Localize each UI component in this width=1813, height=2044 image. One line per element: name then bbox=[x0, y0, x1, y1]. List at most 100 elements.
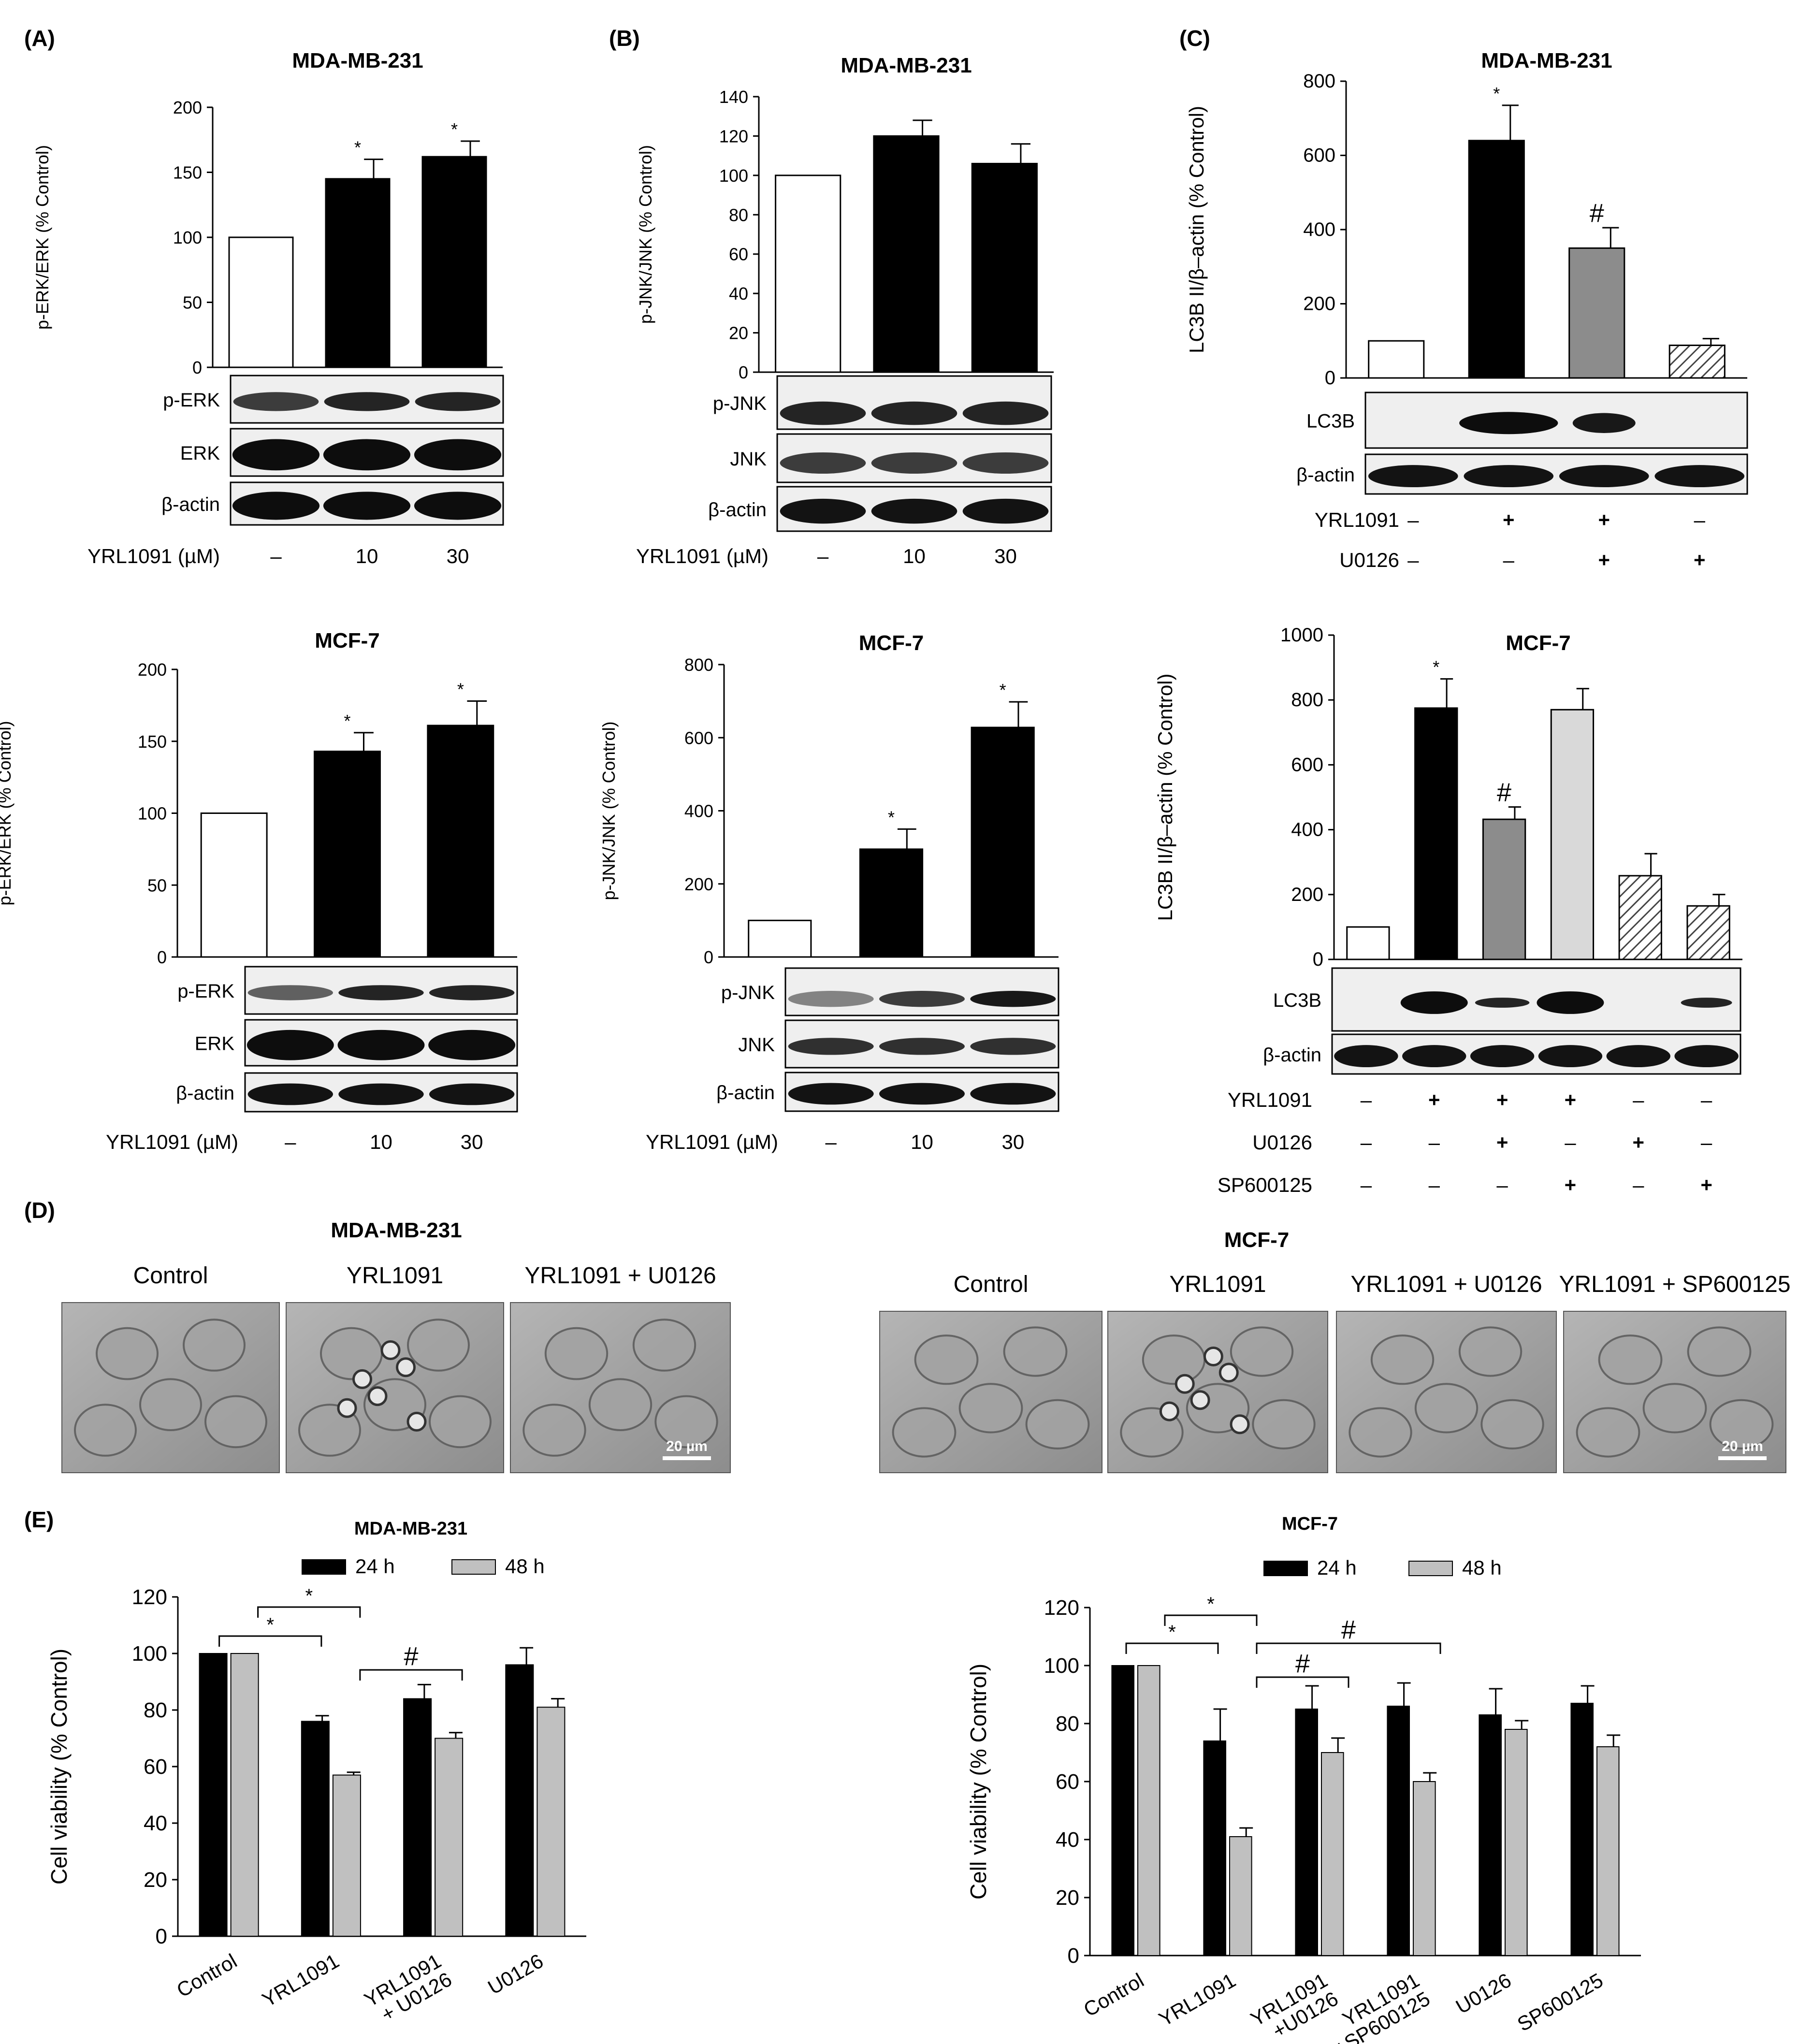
bar bbox=[199, 1653, 228, 1937]
treatment-sign: – bbox=[1565, 1131, 1576, 1154]
y-tick-label: 60 bbox=[144, 1755, 167, 1779]
x-tick-label-line: Control bbox=[173, 1949, 241, 2001]
y-tick-label: 200 bbox=[173, 98, 202, 117]
y-axis-label: p-JNK/JNK (% Control) bbox=[599, 721, 619, 900]
significance-mark: * bbox=[305, 1585, 313, 1607]
bar bbox=[1414, 707, 1458, 960]
comparison-bracket bbox=[218, 1635, 322, 1647]
cell-outline bbox=[1370, 1334, 1435, 1385]
bar bbox=[1686, 905, 1730, 960]
blot-label: p-JNK bbox=[721, 982, 775, 1003]
y-tick-label: 100 bbox=[138, 804, 167, 824]
y-tick-label: 50 bbox=[147, 875, 167, 895]
blot-band bbox=[780, 452, 866, 474]
blot-label: β-actin bbox=[1296, 464, 1355, 486]
blot-band bbox=[1402, 1045, 1466, 1068]
significance-mark: * bbox=[344, 711, 350, 731]
blot-band bbox=[788, 991, 874, 1007]
y-axis-label: LC3B II/β–actin (% Control) bbox=[1154, 673, 1176, 921]
bar bbox=[1137, 1665, 1160, 1956]
blot-band bbox=[788, 1083, 874, 1105]
blot-label: LC3B bbox=[1306, 411, 1355, 432]
vacuole bbox=[1230, 1414, 1250, 1435]
y-tick-label: 1000 bbox=[1280, 624, 1323, 646]
cell-outline bbox=[522, 1404, 586, 1457]
micrographs-mcf: MCF-7 Control YRL1091 YRL1091 + U0126 YRL109… bbox=[879, 1228, 1791, 1473]
blot-label: ERK bbox=[195, 1033, 235, 1055]
blot-band bbox=[780, 401, 866, 425]
panel-label-c: (C) bbox=[1179, 26, 1210, 51]
x-tick-label: – bbox=[817, 545, 829, 567]
legend-swatch bbox=[451, 1559, 496, 1575]
blot-band bbox=[1681, 998, 1732, 1008]
blot-band bbox=[962, 452, 1049, 474]
blot-band bbox=[1475, 998, 1530, 1008]
blot-band bbox=[428, 1029, 516, 1060]
blot-band bbox=[871, 401, 957, 425]
bar bbox=[971, 726, 1035, 958]
blot-strip bbox=[1331, 967, 1741, 1032]
treatment-sign: – bbox=[1701, 1088, 1712, 1111]
bar bbox=[1229, 1836, 1252, 1956]
y-tick-label: 0 bbox=[1068, 1944, 1079, 1968]
blot-band bbox=[1368, 465, 1458, 488]
cell-outline bbox=[96, 1327, 159, 1380]
y-tick-label: 400 bbox=[684, 801, 713, 821]
treatment-sign: – bbox=[1496, 1174, 1508, 1196]
blot-label: β-actin bbox=[161, 494, 220, 515]
hash-mark: # bbox=[1295, 1649, 1310, 1678]
cell-outline bbox=[1252, 1399, 1316, 1450]
legend-swatch bbox=[1263, 1561, 1308, 1576]
x-tick-label-line: SP600125 bbox=[1513, 1969, 1607, 2036]
blot-label: β-actin bbox=[176, 1083, 234, 1104]
micrograph-label: YRL1091 bbox=[347, 1263, 443, 1289]
chart-c-mda: MDA-MB-231 0 200 400 600 800 LC3B II/β–actin (… bbox=[1185, 49, 1748, 571]
x-tick-label-line: YRL1091 bbox=[1155, 1969, 1239, 2030]
blot-band bbox=[1400, 991, 1468, 1014]
cell-outline bbox=[1142, 1334, 1206, 1385]
chart-a-mcf: MCF-7 0 50 100 150 200 p-ERK/ERK (% Control) * *… bbox=[0, 629, 518, 1153]
panel-label-d: (D) bbox=[24, 1198, 55, 1223]
significance-mark: * bbox=[451, 119, 458, 139]
bar bbox=[314, 751, 381, 958]
legend-label: 48 h bbox=[1462, 1556, 1502, 1579]
treatment-label: U0126 bbox=[1339, 549, 1399, 571]
cell-outline bbox=[1230, 1326, 1294, 1377]
blot-band bbox=[1464, 465, 1554, 488]
x-tick-label: U0126 bbox=[484, 1949, 547, 1999]
bar bbox=[971, 162, 1038, 373]
y-axis-label: Cell viability (% Control) bbox=[46, 1649, 72, 1885]
y-tick-label: 0 bbox=[192, 358, 202, 377]
y-tick-label: 600 bbox=[1303, 145, 1335, 166]
x-tick-label: Control bbox=[173, 1949, 241, 2001]
vacuole bbox=[352, 1369, 372, 1389]
x-tick-label: 30 bbox=[1001, 1131, 1024, 1153]
chart-title: MDA-MB-231 bbox=[292, 49, 423, 72]
micrograph-label: YRL1091 bbox=[1169, 1272, 1266, 1297]
y-tick-label: 800 bbox=[684, 655, 713, 675]
x-tick-label: YRL1091 bbox=[258, 1949, 343, 2011]
y-tick-label: 600 bbox=[684, 728, 713, 748]
significance-mark: * bbox=[1000, 680, 1006, 700]
blot-strip bbox=[1331, 1033, 1741, 1075]
comparison-bracket bbox=[359, 1669, 463, 1681]
blot-band bbox=[338, 1083, 424, 1105]
y-tick-label: 120 bbox=[719, 126, 748, 146]
treatment-sign: + bbox=[1565, 1174, 1577, 1196]
blot-band bbox=[1559, 465, 1649, 488]
cell-outline bbox=[1003, 1326, 1068, 1377]
chart-a-mda: MDA-MB-231 0 50 100 150 200 p-ERK/ERK (% Contr… bbox=[32, 49, 504, 567]
blot-band bbox=[788, 1038, 874, 1055]
bar bbox=[1387, 1706, 1410, 1956]
treatment-sign: – bbox=[1633, 1088, 1644, 1111]
y-axis-label: Cell viability (% Control) bbox=[966, 1664, 991, 1899]
micrograph-label: YRL1091 + SP600125 bbox=[1559, 1272, 1790, 1297]
cell-outline bbox=[1349, 1407, 1412, 1458]
vacuole bbox=[380, 1340, 401, 1361]
y-tick-label: 400 bbox=[1303, 219, 1335, 240]
y-tick-label: 0 bbox=[704, 947, 713, 967]
blot-band bbox=[233, 392, 319, 411]
treatment-sign: – bbox=[1361, 1174, 1372, 1196]
bar bbox=[1668, 344, 1726, 379]
dose-label: YRL1091 (µM) bbox=[87, 545, 220, 567]
